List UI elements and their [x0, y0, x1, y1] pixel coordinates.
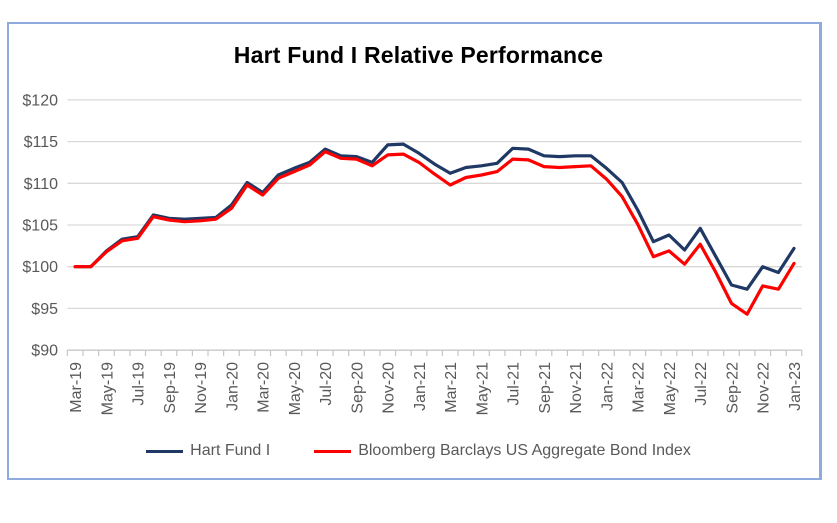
x-axis-label: Sep-21: [537, 362, 554, 414]
x-axis-label: Sep-22: [724, 362, 741, 414]
y-axis-label: $110: [24, 176, 59, 193]
x-axis-label: Mar-19: [68, 362, 85, 413]
x-axis-label: Sep-20: [349, 362, 366, 414]
series-line-benchmark: [73, 150, 796, 316]
x-axis-label: Mar-21: [443, 362, 460, 413]
x-axis-label: Nov-19: [193, 362, 210, 414]
x-axis-label: May-22: [662, 362, 679, 415]
x-axis-label: May-21: [474, 362, 491, 415]
x-axis-label: Jan-20: [224, 362, 241, 411]
legend-label-hart-fund: Hart Fund I: [190, 442, 271, 459]
x-axis-label: Sep-19: [162, 362, 179, 414]
legend: Hart Fund I Bloomberg Barclays US Aggreg…: [0, 442, 837, 460]
y-axis-label: $95: [31, 301, 58, 318]
legend-label-benchmark: Bloomberg Barclays US Aggregate Bond Ind…: [358, 442, 691, 459]
x-axis-label: Nov-21: [568, 362, 585, 414]
legend-item-hart-fund: Hart Fund I: [146, 442, 270, 460]
x-axis-label: Mar-20: [256, 362, 273, 413]
legend-swatch-hart-fund-line: [146, 449, 184, 453]
x-axis-label: Jan-22: [599, 362, 616, 411]
x-axis-label: Jul-20: [318, 362, 335, 406]
x-axis-label: Mar-22: [631, 362, 648, 413]
chart-frame: [7, 22, 822, 480]
y-axis-label: $105: [22, 218, 58, 235]
chart-title: Hart Fund I Relative Performance: [233, 42, 604, 68]
x-axis-label: Nov-20: [381, 362, 398, 414]
x-axis-label: May-19: [99, 362, 116, 415]
legend-item-benchmark: Bloomberg Barclays US Aggregate Bond Ind…: [314, 442, 691, 460]
x-axis-label: Jan-23: [787, 362, 804, 411]
x-axis-label: May-20: [287, 362, 304, 415]
x-axis-label: Jan-21: [412, 362, 429, 411]
legend-swatch-benchmark-line: [314, 449, 352, 453]
y-axis-label: $100: [22, 259, 58, 276]
x-axis-label: Jul-22: [693, 362, 710, 406]
y-axis-label: $90: [31, 343, 58, 360]
y-axis-label: $115: [24, 134, 59, 151]
x-axis-label: Jul-19: [131, 362, 148, 406]
x-axis-label: Nov-22: [756, 362, 773, 414]
series-line-hart-fund: [73, 142, 796, 291]
x-axis-label: Jul-21: [506, 362, 523, 406]
y-axis-label: $120: [22, 92, 58, 109]
